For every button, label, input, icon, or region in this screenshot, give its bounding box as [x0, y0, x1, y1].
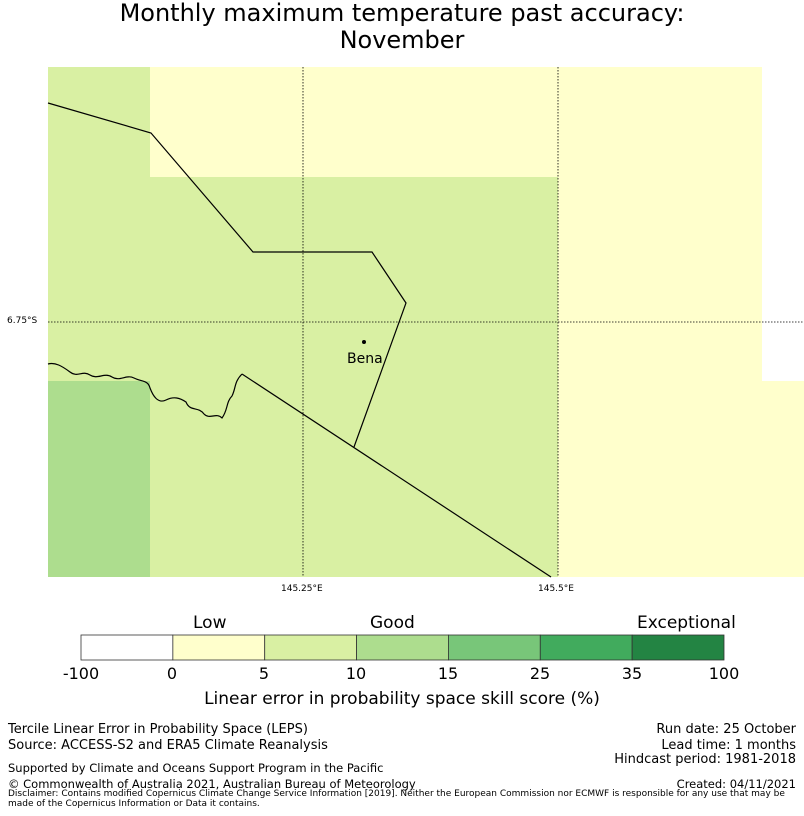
lon-label-145-25: 145.25°E — [281, 584, 323, 594]
footer-hindcast: Hindcast period: 1981-2018 — [614, 752, 796, 767]
province-boundary — [47, 102, 407, 448]
title-line-2: November — [339, 26, 465, 54]
colorbar-tick: -100 — [62, 664, 100, 683]
colorbar-swatch — [448, 634, 541, 661]
grid-cell — [150, 177, 558, 577]
bena-marker — [362, 340, 366, 344]
colorbar-tick: 10 — [345, 664, 367, 683]
grid-cell — [48, 381, 150, 577]
grid-cell — [762, 381, 804, 577]
colorbar-tick: 25 — [529, 664, 551, 683]
category-exceptional: Exceptional — [637, 613, 736, 633]
place-label-bena: Bena — [347, 351, 383, 367]
chart-title: Monthly maximum temperature past accurac… — [0, 0, 804, 54]
colorbar-swatch — [539, 634, 633, 661]
province-boundary — [241, 373, 552, 578]
category-low: Low — [193, 613, 227, 633]
colorbar — [80, 634, 725, 661]
colorbar-tick: 15 — [437, 664, 459, 683]
footer-source: Source: ACCESS-S2 and ERA5 Climate Reana… — [8, 738, 328, 753]
footer-method: Tercile Linear Error in Probability Spac… — [8, 722, 308, 737]
colorbar-swatch — [80, 634, 174, 661]
grid-cell — [48, 67, 150, 381]
score-grid — [48, 67, 804, 577]
footer-disclaimer: Disclaimer: Contains modified Copernicus… — [8, 789, 785, 809]
footer-created: Created: 04/11/2021 — [676, 777, 796, 791]
river-boundary — [47, 362, 243, 419]
lat-label-6-75: 6.75°S — [7, 316, 38, 326]
lon-label-145-5: 145.5°E — [538, 584, 574, 594]
colorbar-swatch — [631, 634, 725, 661]
colorbar-tick: 35 — [621, 664, 643, 683]
category-good: Good — [370, 613, 415, 633]
graticule — [48, 67, 804, 577]
colorbar-tick: 5 — [258, 664, 270, 683]
colorbar-swatch — [356, 634, 449, 661]
footer-support: Supported by Climate and Oceans Support … — [8, 761, 384, 775]
colorbar-swatch — [264, 634, 357, 661]
colorbar-tick: 0 — [166, 664, 178, 683]
footer-run-date: Run date: 25 October — [656, 722, 796, 737]
footer-copyright: © Commonwealth of Australia 2021, Austra… — [8, 777, 416, 791]
footer-lead-time: Lead time: 1 months — [661, 738, 796, 753]
colorbar-swatch — [172, 634, 266, 661]
colorbar-title: Linear error in probability space skill … — [204, 689, 600, 709]
grid-cell — [150, 67, 558, 177]
colorbar-tick: 100 — [708, 664, 740, 683]
title-line-1: Monthly maximum temperature past accurac… — [119, 0, 685, 27]
